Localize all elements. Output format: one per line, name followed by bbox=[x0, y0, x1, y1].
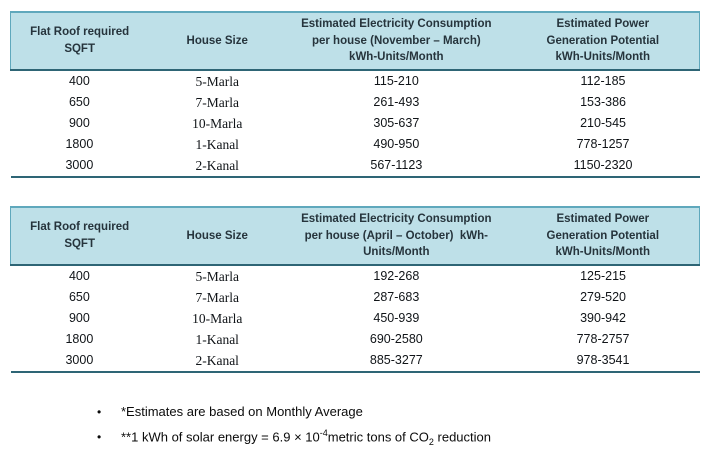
header-house-size: House Size bbox=[148, 206, 287, 267]
header-line: Estimated Power bbox=[556, 213, 650, 226]
cell-sqft: 3000 bbox=[10, 155, 149, 179]
bullet-icon: • bbox=[97, 429, 102, 444]
cell-consumption: 567-1123 bbox=[286, 155, 507, 179]
header-line: House Size bbox=[186, 229, 248, 242]
cell-sqft: 1800 bbox=[65, 137, 94, 152]
cell-house-size: 2-Kanal bbox=[148, 350, 287, 374]
footnote-text-part: reduction bbox=[433, 428, 491, 444]
table-row: 1800 1-Kanal 490-950 778-1257 bbox=[11, 134, 700, 155]
winter-table-header-row: Flat Roof required SQFT House Size Estim… bbox=[10, 10, 700, 72]
cell-house-size: 2-Kanal bbox=[148, 155, 287, 179]
cell-sqft: 400 bbox=[68, 269, 90, 284]
footnote-text-part: **1 kWh of solar energy = 6.9 × 10 bbox=[121, 428, 320, 444]
cell-house-size: 10-Marla bbox=[192, 311, 243, 327]
footnote-text: **1 kWh of solar energy = 6.9 × 10-4metr… bbox=[121, 427, 491, 448]
header-power-generation: Estimated Power Generation Potential kWh… bbox=[506, 206, 700, 267]
cell-consumption: 287-683 bbox=[373, 290, 420, 305]
cell-house-size: 7-Marla bbox=[195, 95, 239, 111]
cell-sqft: 400 bbox=[68, 74, 90, 89]
header-line: Flat Roof required bbox=[30, 221, 130, 234]
cell-consumption: 885-3277 bbox=[286, 350, 507, 374]
header-line: Flat Roof required bbox=[30, 26, 130, 39]
footnote-text-part: metric tons of CO bbox=[327, 428, 429, 444]
cell-house-size: 1-Kanal bbox=[195, 332, 239, 348]
cell-consumption: 261-493 bbox=[373, 95, 420, 110]
footnote-text: *Estimates are based on Monthly Average bbox=[121, 404, 363, 420]
cell-consumption: 115-210 bbox=[373, 74, 419, 89]
table-row: 1800 1-Kanal 690-2580 778-2757 bbox=[11, 329, 700, 350]
cell-generation: 778-2757 bbox=[576, 332, 630, 347]
superscript-exponent: -4 bbox=[319, 427, 328, 438]
footnote-co2-reduction: • **1 kWh of solar energy = 6.9 × 10-4me… bbox=[97, 427, 711, 448]
cell-generation: 778-1257 bbox=[576, 137, 630, 152]
subscript-co2: 2 bbox=[428, 436, 434, 447]
header-line: SQFT bbox=[64, 238, 95, 251]
header-flat-roof-sqft: Flat Roof required SQFT bbox=[10, 10, 149, 72]
cell-consumption: 192-268 bbox=[373, 269, 420, 284]
table-row: 650 7-Marla 261-493 153-386 bbox=[11, 92, 700, 113]
header-line: per house (April – October) kWh- bbox=[304, 229, 489, 242]
cell-house-size: 10-Marla bbox=[192, 116, 243, 132]
table-row: 400 5-Marla 192-268 125-215 bbox=[11, 265, 700, 287]
footnotes: • *Estimates are based on Monthly Averag… bbox=[97, 403, 711, 448]
cell-sqft: 900 bbox=[68, 311, 90, 326]
cell-generation: 279-520 bbox=[580, 290, 626, 305]
cell-consumption: 690-2580 bbox=[369, 332, 423, 347]
header-line: House Size bbox=[186, 34, 248, 47]
cell-generation: 125-215 bbox=[580, 269, 626, 284]
cell-consumption: 305-637 bbox=[373, 116, 420, 131]
table-row: 650 7-Marla 287-683 279-520 bbox=[11, 287, 700, 308]
summer-table: Flat Roof required SQFT House Size Estim… bbox=[10, 206, 700, 374]
table-row: 400 5-Marla 115-210 112-185 bbox=[11, 70, 700, 92]
cell-house-size: 5-Marla bbox=[195, 269, 239, 285]
header-line: kWh-Units/Month bbox=[349, 51, 444, 64]
cell-sqft: 3000 bbox=[10, 350, 149, 374]
cell-house-size: 1-Kanal bbox=[195, 137, 239, 153]
cell-generation: 112-185 bbox=[580, 74, 626, 89]
cell-house-size: 7-Marla bbox=[195, 290, 239, 306]
header-line: kWh-Units/Month bbox=[555, 51, 651, 64]
cell-house-size: 5-Marla bbox=[195, 74, 239, 90]
cell-consumption: 450-939 bbox=[373, 311, 420, 326]
bullet-icon: • bbox=[97, 405, 102, 420]
summer-table-header-row: Flat Roof required SQFT House Size Estim… bbox=[10, 206, 700, 267]
cell-generation: 978-3541 bbox=[506, 350, 700, 374]
cell-sqft: 900 bbox=[68, 116, 90, 131]
header-line: Estimated Power bbox=[556, 18, 650, 30]
header-house-size: House Size bbox=[148, 10, 287, 72]
header-line: Units/Month bbox=[363, 246, 430, 259]
cell-sqft: 650 bbox=[68, 95, 90, 110]
header-line: Generation Potential bbox=[546, 229, 660, 242]
table-row: 900 10-Marla 450-939 390-942 bbox=[11, 308, 700, 329]
cell-generation: 153-386 bbox=[580, 95, 626, 110]
table-row: 3000 2-Kanal 885-3277 978-3541 bbox=[10, 350, 700, 374]
header-line: Generation Potential bbox=[546, 34, 660, 47]
header-electricity-consumption: Estimated Electricity Consumption per ho… bbox=[286, 206, 507, 267]
header-line: kWh-Units/Month bbox=[555, 246, 651, 259]
header-power-generation: Estimated Power Generation Potential kWh… bbox=[506, 10, 700, 72]
cell-consumption: 490-950 bbox=[373, 137, 420, 152]
header-flat-roof-sqft: Flat Roof required SQFT bbox=[10, 206, 149, 267]
winter-table: Flat Roof required SQFT House Size Estim… bbox=[10, 10, 700, 179]
header-line: Estimated Electricity Consumption bbox=[301, 213, 492, 226]
table-row: 900 10-Marla 305-637 210-545 bbox=[11, 113, 700, 134]
table-row: 3000 2-Kanal 567-1123 1150-2320 bbox=[10, 155, 700, 179]
header-line: Estimated Electricity Consumption bbox=[301, 18, 492, 30]
cell-generation: 390-942 bbox=[580, 311, 626, 326]
cell-sqft: 650 bbox=[68, 290, 90, 305]
cell-generation: 1150-2320 bbox=[506, 155, 700, 179]
cell-sqft: 1800 bbox=[65, 332, 94, 347]
header-line: SQFT bbox=[64, 43, 95, 55]
footnote-monthly-average: • *Estimates are based on Monthly Averag… bbox=[97, 403, 711, 421]
header-electricity-consumption: Estimated Electricity Consumption per ho… bbox=[286, 10, 507, 72]
cell-generation: 210-545 bbox=[580, 116, 626, 131]
header-line: per house (November – March) bbox=[311, 34, 481, 47]
